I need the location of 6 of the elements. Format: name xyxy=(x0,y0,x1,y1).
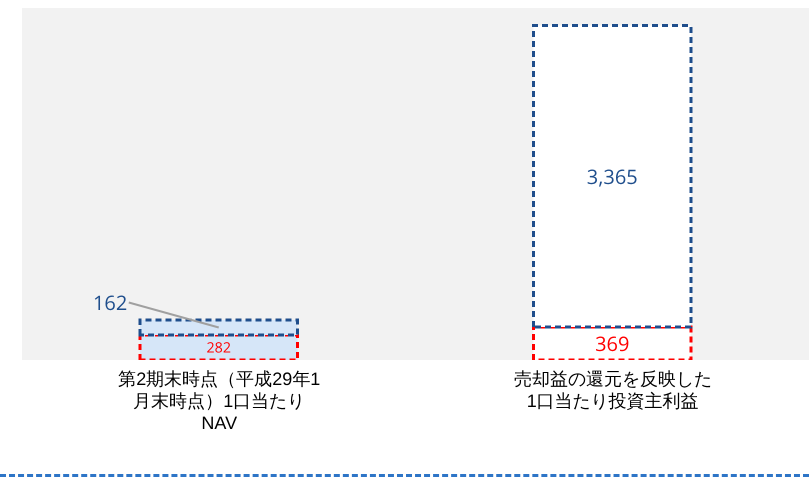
data-label: 369 xyxy=(595,330,630,357)
data-label: 162 xyxy=(93,289,128,316)
x-tick-label: 第2期末時点（平成29年1月末時点）1口当たりNAV xyxy=(117,368,322,434)
x-tick-label: 売却益の還元を反映した1口当たり投資主利益 xyxy=(512,368,713,412)
data-label: 282 xyxy=(206,338,231,358)
data-label: 3,365 xyxy=(586,162,638,190)
